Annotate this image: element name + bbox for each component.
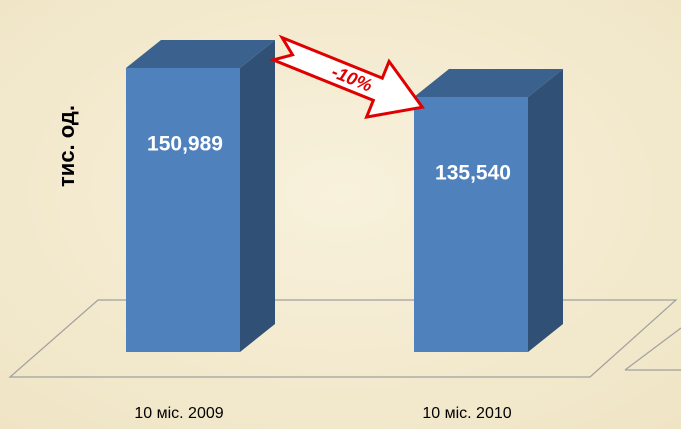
floor: [624, 327, 681, 371]
bar: [414, 69, 563, 352]
value-label: 135,540: [435, 162, 511, 185]
bar-front: [126, 67, 240, 353]
bar-top: [414, 69, 563, 98]
value-label: 150,989: [147, 132, 223, 155]
x-tick-label: 10 міс. 2009: [134, 405, 223, 422]
bar-side: [528, 69, 563, 352]
bar: [126, 39, 275, 353]
arrow-shape: [268, 34, 425, 120]
bar-front: [414, 97, 528, 352]
y-axis-label: тис. од.: [54, 105, 79, 187]
x-tick-label: 10 міс. 2010: [422, 405, 511, 422]
floor: [8, 299, 678, 378]
bar-side: [240, 39, 275, 353]
bar-top: [126, 39, 275, 68]
